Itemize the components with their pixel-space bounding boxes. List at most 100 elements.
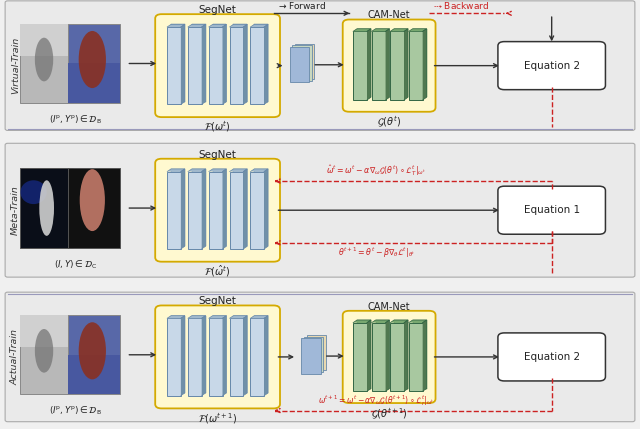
Polygon shape [353, 320, 371, 323]
Polygon shape [209, 169, 227, 172]
Ellipse shape [20, 180, 47, 204]
FancyBboxPatch shape [5, 292, 635, 422]
FancyBboxPatch shape [5, 143, 635, 277]
FancyBboxPatch shape [372, 323, 385, 391]
Polygon shape [230, 316, 247, 318]
Polygon shape [409, 29, 426, 31]
Ellipse shape [79, 31, 106, 88]
FancyBboxPatch shape [357, 320, 371, 389]
Text: CAM-Net: CAM-Net [368, 10, 410, 20]
FancyBboxPatch shape [20, 169, 73, 248]
FancyBboxPatch shape [167, 27, 181, 104]
FancyBboxPatch shape [295, 44, 314, 79]
Polygon shape [385, 29, 389, 100]
FancyBboxPatch shape [353, 31, 367, 100]
Polygon shape [390, 320, 408, 323]
Polygon shape [250, 24, 268, 27]
Polygon shape [167, 24, 185, 27]
Text: $\theta^{t+1} = \theta^t - \beta\nabla_\theta \mathcal{L}^t|_{\theta^t}$: $\theta^{t+1} = \theta^t - \beta\nabla_\… [337, 245, 415, 260]
FancyBboxPatch shape [212, 24, 227, 102]
Polygon shape [188, 169, 205, 172]
FancyBboxPatch shape [230, 172, 243, 249]
Text: SegNet: SegNet [198, 296, 237, 306]
Polygon shape [243, 24, 247, 104]
Polygon shape [353, 29, 371, 31]
Text: $\dashrightarrow$Backward: $\dashrightarrow$Backward [433, 0, 490, 11]
FancyBboxPatch shape [498, 186, 605, 234]
FancyBboxPatch shape [20, 24, 73, 103]
Polygon shape [188, 316, 205, 318]
Polygon shape [367, 320, 371, 391]
FancyBboxPatch shape [68, 24, 120, 103]
FancyBboxPatch shape [167, 318, 181, 396]
FancyBboxPatch shape [254, 24, 268, 102]
Polygon shape [422, 320, 426, 391]
Polygon shape [385, 320, 389, 391]
FancyBboxPatch shape [254, 169, 268, 246]
Text: Equation 2: Equation 2 [524, 60, 580, 71]
Text: Meta-Train: Meta-Train [11, 185, 20, 235]
Text: $\mathcal{F}(\omega^{t+1})$: $\mathcal{F}(\omega^{t+1})$ [198, 411, 237, 426]
Polygon shape [372, 320, 389, 323]
Bar [20, 24, 73, 56]
Text: Actual-Train: Actual-Train [11, 329, 20, 385]
Polygon shape [167, 169, 185, 172]
Polygon shape [250, 316, 268, 318]
Polygon shape [422, 29, 426, 100]
FancyBboxPatch shape [171, 169, 185, 246]
Text: Equation 2: Equation 2 [524, 352, 580, 362]
FancyBboxPatch shape [209, 172, 223, 249]
Text: $\mathcal{G}(\theta^{t+1})$: $\mathcal{G}(\theta^{t+1})$ [371, 406, 408, 420]
FancyBboxPatch shape [409, 323, 422, 391]
FancyBboxPatch shape [212, 169, 227, 246]
Text: $\omega^{t+1} = \omega^t - \alpha\nabla_{\omega}\mathcal{G}(\theta^{t+1}) \circ : $\omega^{t+1} = \omega^t - \alpha\nabla_… [318, 393, 435, 408]
FancyBboxPatch shape [290, 47, 309, 82]
Polygon shape [181, 24, 185, 104]
Ellipse shape [80, 169, 105, 231]
Polygon shape [223, 316, 227, 396]
Polygon shape [167, 316, 185, 318]
FancyBboxPatch shape [304, 337, 323, 372]
Polygon shape [404, 320, 408, 391]
FancyBboxPatch shape [5, 1, 635, 130]
Polygon shape [230, 169, 247, 172]
FancyBboxPatch shape [156, 305, 280, 408]
Text: SegNet: SegNet [198, 5, 237, 15]
FancyBboxPatch shape [254, 316, 268, 393]
FancyBboxPatch shape [192, 169, 205, 246]
FancyBboxPatch shape [250, 27, 264, 104]
FancyBboxPatch shape [292, 45, 312, 81]
FancyBboxPatch shape [376, 320, 389, 389]
Polygon shape [223, 169, 227, 249]
FancyBboxPatch shape [343, 311, 435, 403]
Ellipse shape [35, 329, 53, 373]
FancyBboxPatch shape [209, 318, 223, 396]
FancyBboxPatch shape [171, 316, 185, 393]
Text: Equation 1: Equation 1 [524, 205, 580, 215]
FancyBboxPatch shape [250, 172, 264, 249]
FancyBboxPatch shape [68, 169, 120, 248]
Text: $(I^{\mathrm{p}},Y^{\mathrm{p}}) \in \mathcal{D}_{\mathrm{B}}$: $(I^{\mathrm{p}},Y^{\mathrm{p}}) \in \ma… [49, 405, 102, 417]
Ellipse shape [79, 322, 106, 379]
Polygon shape [250, 169, 268, 172]
Polygon shape [202, 316, 205, 396]
FancyBboxPatch shape [409, 31, 422, 100]
FancyBboxPatch shape [234, 169, 247, 246]
FancyBboxPatch shape [156, 14, 280, 117]
FancyBboxPatch shape [167, 172, 181, 249]
FancyBboxPatch shape [156, 159, 280, 262]
FancyBboxPatch shape [394, 29, 408, 97]
FancyBboxPatch shape [390, 31, 404, 100]
Polygon shape [181, 169, 185, 249]
Text: $\mathcal{F}(\hat{\omega}^t)$: $\mathcal{F}(\hat{\omega}^t)$ [204, 264, 231, 279]
Polygon shape [223, 24, 227, 104]
FancyBboxPatch shape [209, 27, 223, 104]
Polygon shape [209, 316, 227, 318]
FancyBboxPatch shape [498, 42, 605, 90]
FancyBboxPatch shape [307, 335, 326, 370]
FancyBboxPatch shape [234, 24, 247, 102]
Polygon shape [243, 316, 247, 396]
Polygon shape [404, 29, 408, 100]
FancyBboxPatch shape [230, 27, 243, 104]
FancyBboxPatch shape [192, 24, 205, 102]
